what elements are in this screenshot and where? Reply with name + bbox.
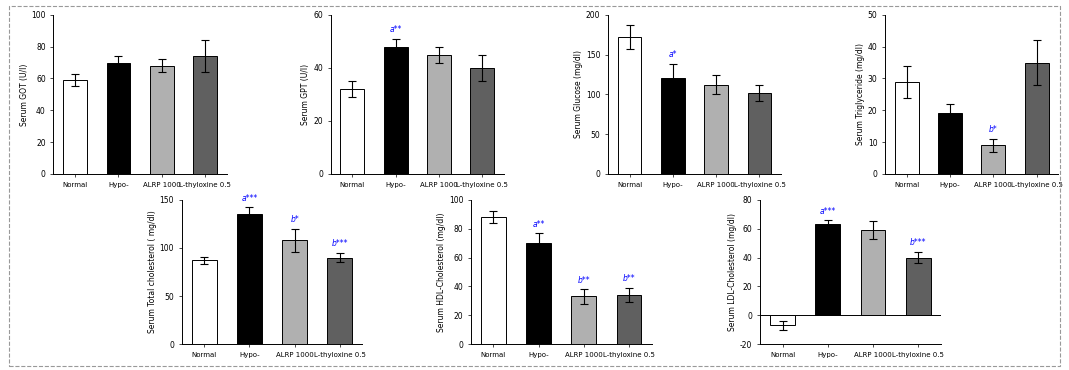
Bar [572, 296, 597, 344]
Bar [237, 214, 262, 344]
Bar [384, 47, 407, 174]
Y-axis label: Serum GPT (U/l): Serum GPT (U/l) [301, 64, 310, 125]
Y-axis label: Serum LDL-Cholesterol (mg/dl): Serum LDL-Cholesterol (mg/dl) [728, 213, 738, 331]
Bar [747, 93, 772, 174]
Bar [770, 315, 795, 325]
Bar [861, 230, 885, 315]
Bar [526, 243, 551, 344]
Text: a*: a* [668, 50, 677, 59]
Bar [327, 258, 353, 344]
Bar [618, 37, 641, 174]
Bar [63, 80, 87, 174]
Y-axis label: Serum Glucose (mg/dl): Serum Glucose (mg/dl) [574, 50, 583, 138]
Bar [481, 217, 506, 344]
Text: b**: b** [622, 275, 635, 283]
Text: b***: b*** [331, 239, 348, 248]
Bar [895, 82, 918, 174]
Text: a***: a*** [820, 207, 836, 216]
Bar [427, 54, 451, 174]
Bar [193, 56, 217, 174]
Text: b*: b* [989, 125, 997, 134]
Text: b*: b* [291, 215, 299, 224]
Bar [107, 63, 130, 174]
Text: b***: b*** [910, 238, 927, 248]
Bar [661, 78, 685, 174]
Y-axis label: Serum Triglyceride (mg/dl): Serum Triglyceride (mg/dl) [856, 43, 865, 145]
Text: a**: a** [389, 25, 402, 34]
Bar [704, 85, 728, 174]
Bar [192, 260, 217, 344]
Bar [150, 66, 173, 174]
Bar [981, 145, 1005, 174]
Bar [816, 224, 840, 315]
Text: a**: a** [532, 220, 545, 229]
Bar [939, 114, 962, 174]
Y-axis label: Serum GOT (U/l): Serum GOT (U/l) [19, 63, 29, 125]
Bar [905, 258, 930, 315]
Bar [1025, 63, 1049, 174]
Bar [470, 68, 494, 174]
Bar [617, 295, 641, 344]
Y-axis label: Serum Total cholesterol ( mg/dl): Serum Total cholesterol ( mg/dl) [148, 211, 157, 333]
Y-axis label: Serum HDL-Cholesterol (mg/dl): Serum HDL-Cholesterol (mg/dl) [437, 212, 446, 332]
Bar [282, 240, 307, 344]
Text: b**: b** [577, 276, 590, 285]
Text: a***: a*** [242, 194, 258, 203]
Bar [340, 89, 365, 174]
